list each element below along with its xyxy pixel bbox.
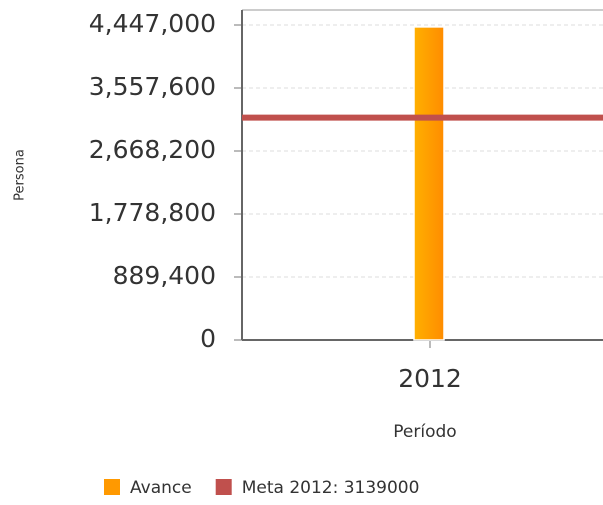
y-tick-label: 0	[200, 324, 216, 353]
y-tick-label: 3,557,600	[89, 72, 216, 101]
y-axis-title: Persona	[13, 149, 28, 201]
y-tick-label: 4,447,000	[89, 9, 216, 38]
y-tick-label: 1,778,800	[89, 198, 216, 227]
bar	[413, 26, 445, 341]
legend-swatch	[215, 479, 232, 495]
y-tick-label: 2,668,200	[89, 135, 216, 164]
legend-label: Avance	[130, 478, 192, 498]
legend-label: Meta 2012: 3139000	[242, 478, 420, 498]
x-tick-label: 2012	[398, 364, 462, 393]
y-tick-label: 889,400	[113, 261, 216, 290]
x-axis-title: Período	[393, 422, 456, 442]
legend-swatch	[104, 479, 120, 495]
